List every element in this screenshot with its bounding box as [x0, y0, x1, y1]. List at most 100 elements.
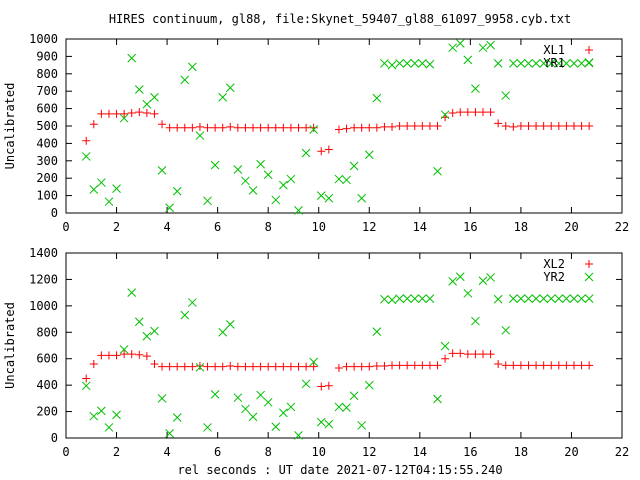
data-point [387, 295, 397, 305]
data-point [501, 122, 510, 130]
data-point [448, 108, 457, 117]
data-point [127, 53, 137, 63]
data-point [478, 43, 488, 53]
data-point [357, 362, 366, 371]
data-point [309, 125, 319, 134]
data-point [112, 109, 121, 118]
data-point [317, 382, 326, 391]
data-point [380, 122, 389, 131]
data-point [547, 122, 556, 130]
data-point [509, 122, 518, 131]
data-point [301, 148, 311, 158]
data-point [486, 273, 495, 282]
chart-title: HIRES continuum, gl88, file:Skynet_59407… [109, 12, 571, 26]
data-point [539, 294, 549, 303]
data-point [241, 404, 250, 414]
data-point [264, 362, 273, 371]
data-point [403, 361, 412, 370]
data-point [456, 108, 465, 117]
data-point [309, 123, 318, 132]
data-point [286, 362, 295, 371]
data-point [524, 361, 533, 370]
data-point [225, 320, 235, 329]
data-point [516, 122, 525, 130]
data-point [471, 350, 480, 359]
series-xl1 [82, 108, 594, 156]
data-point [364, 150, 374, 160]
x-tick-label: 16 [463, 445, 477, 459]
y-tick-label: 1400 [29, 246, 58, 260]
data-point [286, 123, 295, 132]
data-point [81, 381, 91, 391]
data-point [180, 75, 190, 85]
y-tick-label: 1000 [29, 299, 58, 313]
data-point [410, 361, 419, 370]
data-point [433, 361, 442, 370]
data-point [425, 59, 435, 69]
data-point [225, 83, 235, 93]
data-point [433, 166, 442, 176]
x-tick-label: 0 [62, 445, 69, 459]
data-point [324, 193, 334, 203]
data-point [203, 123, 212, 132]
data-point [309, 357, 319, 367]
series-yr1 [81, 38, 594, 215]
data-point [112, 184, 121, 193]
data-point [119, 113, 129, 123]
data-point [372, 123, 381, 132]
data-point [388, 122, 397, 131]
data-point [81, 152, 91, 161]
x-tick-label: 22 [615, 445, 629, 459]
data-point [532, 361, 541, 370]
data-point [516, 59, 526, 68]
data-point [501, 325, 511, 335]
data-point [547, 361, 556, 370]
x-tick-label: 4 [163, 445, 170, 459]
data-point [89, 120, 98, 129]
data-point [316, 191, 326, 200]
y-tick-label: 1200 [29, 272, 58, 286]
data-point [569, 361, 578, 370]
data-point [142, 99, 152, 109]
x-tick-label: 18 [514, 445, 528, 459]
data-point [233, 362, 242, 371]
data-point [248, 412, 258, 422]
data-point [226, 361, 235, 370]
data-point [302, 362, 311, 371]
x-tick-label: 8 [265, 445, 272, 459]
data-point [210, 160, 220, 170]
data-point [441, 354, 450, 363]
data-point [448, 277, 458, 286]
y-axis-label: Uncalibrated [3, 83, 17, 170]
data-point [334, 174, 344, 184]
x-tick-label: 12 [362, 220, 376, 234]
data-point [342, 362, 351, 371]
data-point [532, 122, 541, 130]
data-point [524, 294, 533, 303]
data-point [157, 166, 167, 175]
data-point [211, 362, 220, 371]
y-tick-label: 300 [36, 154, 58, 168]
data-point [463, 108, 472, 117]
x-tick-label: 20 [564, 220, 578, 234]
data-point [165, 123, 174, 132]
data-point [218, 327, 228, 337]
data-point [195, 122, 204, 131]
data-point [562, 59, 571, 68]
data-point [448, 43, 458, 53]
y-tick-label: 100 [36, 189, 58, 203]
y-tick-label: 0 [51, 431, 58, 445]
data-point [539, 122, 548, 130]
data-point [89, 185, 99, 194]
y-tick-label: 800 [36, 325, 58, 339]
data-point [309, 362, 318, 371]
data-point [316, 417, 326, 427]
data-point [271, 123, 280, 132]
data-point [89, 360, 98, 368]
data-point [585, 361, 594, 370]
data-point [82, 136, 91, 145]
data-point [256, 123, 265, 132]
data-point [104, 423, 114, 432]
data-point [233, 393, 243, 403]
data-point [508, 59, 518, 68]
